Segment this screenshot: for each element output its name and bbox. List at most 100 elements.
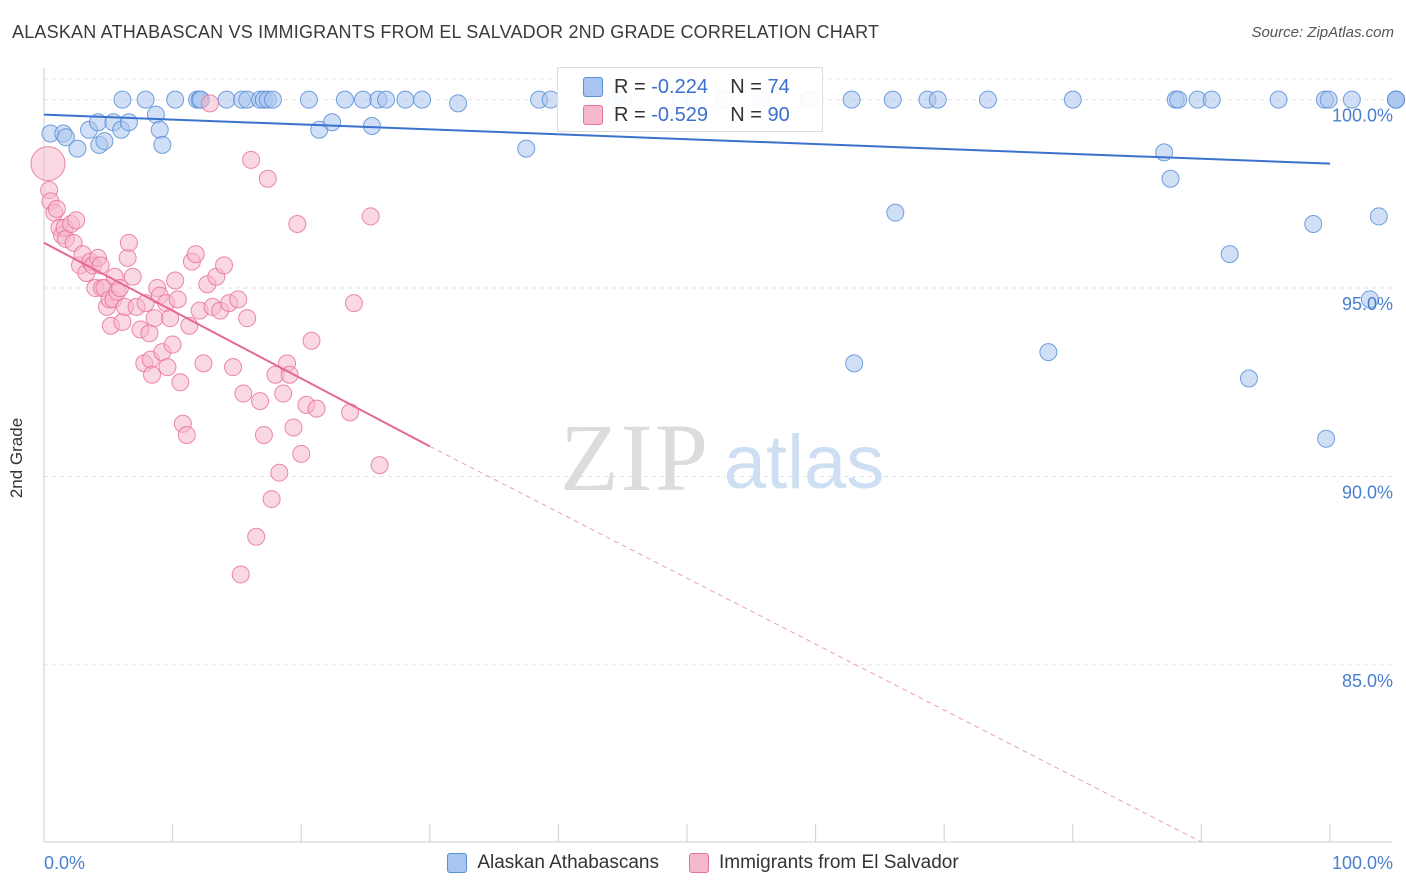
data-point-immigrants-el-salvador bbox=[370, 456, 389, 475]
trend-extension-immigrants-el-salvador bbox=[429, 445, 1202, 843]
data-point-immigrants-el-salvador bbox=[123, 267, 142, 286]
trend-lines bbox=[43, 113, 1331, 843]
r-value-pink: -0.529 bbox=[651, 103, 708, 126]
data-point-alaskan-athabascans bbox=[1063, 90, 1082, 109]
data-point-immigrants-el-salvador bbox=[119, 233, 138, 252]
n-value-blue: 74 bbox=[767, 75, 790, 98]
data-point-alaskan-athabascans bbox=[166, 90, 185, 109]
data-point-alaskan-athabascans bbox=[377, 90, 396, 109]
tick-labels: 85.0% 90.0% 95.0% 100.0% 0.0% 100.0% bbox=[44, 106, 1393, 873]
data-point-immigrants-el-salvador bbox=[231, 565, 250, 584]
data-point-immigrants-el-salvador bbox=[30, 146, 66, 182]
legend-swatch-blue bbox=[447, 853, 468, 873]
data-point-alaskan-athabascans bbox=[150, 120, 169, 139]
data-point-immigrants-el-salvador bbox=[262, 490, 281, 509]
data-point-alaskan-athabascans bbox=[413, 90, 432, 109]
data-point-immigrants-el-salvador bbox=[344, 294, 363, 313]
data-point-alaskan-athabascans bbox=[1202, 90, 1221, 109]
data-point-immigrants-el-salvador bbox=[229, 290, 248, 309]
data-point-alaskan-athabascans bbox=[978, 90, 997, 109]
stats-swatch-pink bbox=[583, 105, 603, 125]
data-point-immigrants-el-salvador bbox=[270, 463, 289, 482]
data-point-alaskan-athabascans bbox=[517, 139, 536, 158]
data-point-immigrants-el-salvador bbox=[251, 392, 270, 411]
stats-box: R = -0.224 N = 74 R = -0.529 N = 90 bbox=[557, 67, 823, 132]
data-point-immigrants-el-salvador bbox=[292, 444, 311, 463]
trend-line-alaskan-athabascans bbox=[43, 113, 1331, 165]
n-label: N = bbox=[730, 103, 768, 126]
trend-line-immigrants-el-salvador bbox=[43, 241, 431, 448]
data-point-immigrants-el-salvador bbox=[91, 256, 110, 275]
data-point-immigrants-el-salvador bbox=[274, 384, 293, 403]
n-value-pink: 90 bbox=[767, 103, 790, 126]
data-point-alaskan-athabascans bbox=[353, 90, 372, 109]
legend-item-alaskan-athabascans: Alaskan Athabascans bbox=[447, 852, 659, 874]
data-point-alaskan-athabascans bbox=[1317, 429, 1336, 448]
data-point-immigrants-el-salvador bbox=[361, 207, 380, 226]
data-point-immigrants-el-salvador bbox=[215, 256, 234, 275]
stats-text-blue: R = -0.224 N = 74 bbox=[614, 76, 790, 99]
data-point-alaskan-athabascans bbox=[886, 203, 905, 222]
r-label: R = bbox=[614, 103, 652, 126]
axes bbox=[43, 68, 1392, 843]
watermark-zip: ZIP bbox=[560, 404, 710, 511]
data-point-immigrants-el-salvador bbox=[194, 354, 213, 373]
data-point-alaskan-athabascans bbox=[1169, 90, 1188, 109]
data-point-immigrants-el-salvador bbox=[247, 527, 266, 546]
data-point-alaskan-athabascans bbox=[1239, 369, 1258, 388]
data-point-immigrants-el-salvador bbox=[224, 358, 243, 377]
r-label: R = bbox=[614, 75, 652, 98]
data-point-alaskan-athabascans bbox=[113, 90, 132, 109]
data-point-immigrants-el-salvador bbox=[302, 331, 321, 350]
stats-text-pink: R = -0.529 N = 90 bbox=[614, 104, 790, 127]
data-point-immigrants-el-salvador bbox=[140, 324, 159, 343]
data-point-alaskan-athabascans bbox=[883, 90, 902, 109]
data-point-immigrants-el-salvador bbox=[143, 365, 162, 384]
data-point-immigrants-el-salvador bbox=[200, 94, 219, 113]
data-point-alaskan-athabascans bbox=[1387, 90, 1405, 109]
data-point-alaskan-athabascans bbox=[1342, 90, 1361, 109]
data-point-immigrants-el-salvador bbox=[166, 271, 185, 290]
stats-swatch-blue bbox=[583, 77, 603, 97]
y-tick-label: 90.0% bbox=[1342, 482, 1393, 502]
chart-title: ALASKAN ATHABASCAN VS IMMIGRANTS FROM EL… bbox=[12, 22, 880, 42]
data-point-alaskan-athabascans bbox=[396, 90, 415, 109]
x-tick-label: 0.0% bbox=[44, 853, 85, 873]
data-point-alaskan-athabascans bbox=[449, 94, 468, 113]
data-point-alaskan-athabascans bbox=[56, 128, 75, 147]
data-point-alaskan-athabascans bbox=[1304, 214, 1323, 233]
data-point-alaskan-athabascans bbox=[1269, 90, 1288, 109]
data-point-immigrants-el-salvador bbox=[118, 248, 137, 267]
data-point-immigrants-el-salvador bbox=[47, 199, 66, 218]
data-point-immigrants-el-salvador bbox=[67, 211, 86, 230]
data-point-alaskan-athabascans bbox=[845, 354, 864, 373]
watermark-atlas: atlas bbox=[724, 420, 885, 505]
data-point-alaskan-athabascans bbox=[263, 90, 282, 109]
stats-row-pink: R = -0.529 N = 90 bbox=[558, 100, 822, 130]
watermark: ZIP atlas bbox=[560, 404, 884, 511]
data-point-alaskan-athabascans bbox=[928, 90, 947, 109]
data-point-immigrants-el-salvador bbox=[242, 150, 261, 169]
r-value-blue: -0.224 bbox=[651, 75, 708, 98]
stats-row-blue: R = -0.224 N = 74 bbox=[558, 72, 822, 102]
data-point-alaskan-athabascans bbox=[842, 90, 861, 109]
data-point-immigrants-el-salvador bbox=[177, 426, 196, 445]
data-point-alaskan-athabascans bbox=[119, 113, 138, 132]
data-point-immigrants-el-salvador bbox=[234, 384, 253, 403]
data-point-immigrants-el-salvador bbox=[145, 309, 164, 328]
data-point-immigrants-el-salvador bbox=[171, 373, 190, 392]
source-label: Source: ZipAtlas.com bbox=[1251, 24, 1394, 41]
data-point-immigrants-el-salvador bbox=[258, 169, 277, 188]
data-point-alaskan-athabascans bbox=[136, 90, 155, 109]
data-point-alaskan-athabascans bbox=[335, 90, 354, 109]
data-point-immigrants-el-salvador bbox=[163, 335, 182, 354]
series-immigrants-el-salvador bbox=[30, 94, 389, 584]
data-point-alaskan-athabascans bbox=[323, 113, 342, 132]
data-point-immigrants-el-salvador bbox=[238, 309, 257, 328]
legend-item-immigrants-el-salvador: Immigrants from El Salvador bbox=[689, 852, 959, 874]
data-point-alaskan-athabascans bbox=[1220, 245, 1239, 264]
data-point-alaskan-athabascans bbox=[68, 139, 87, 158]
legend-label: Alaskan Athabascans bbox=[477, 852, 659, 873]
data-point-alaskan-athabascans bbox=[1369, 207, 1388, 226]
legend-label: Immigrants from El Salvador bbox=[719, 852, 959, 873]
